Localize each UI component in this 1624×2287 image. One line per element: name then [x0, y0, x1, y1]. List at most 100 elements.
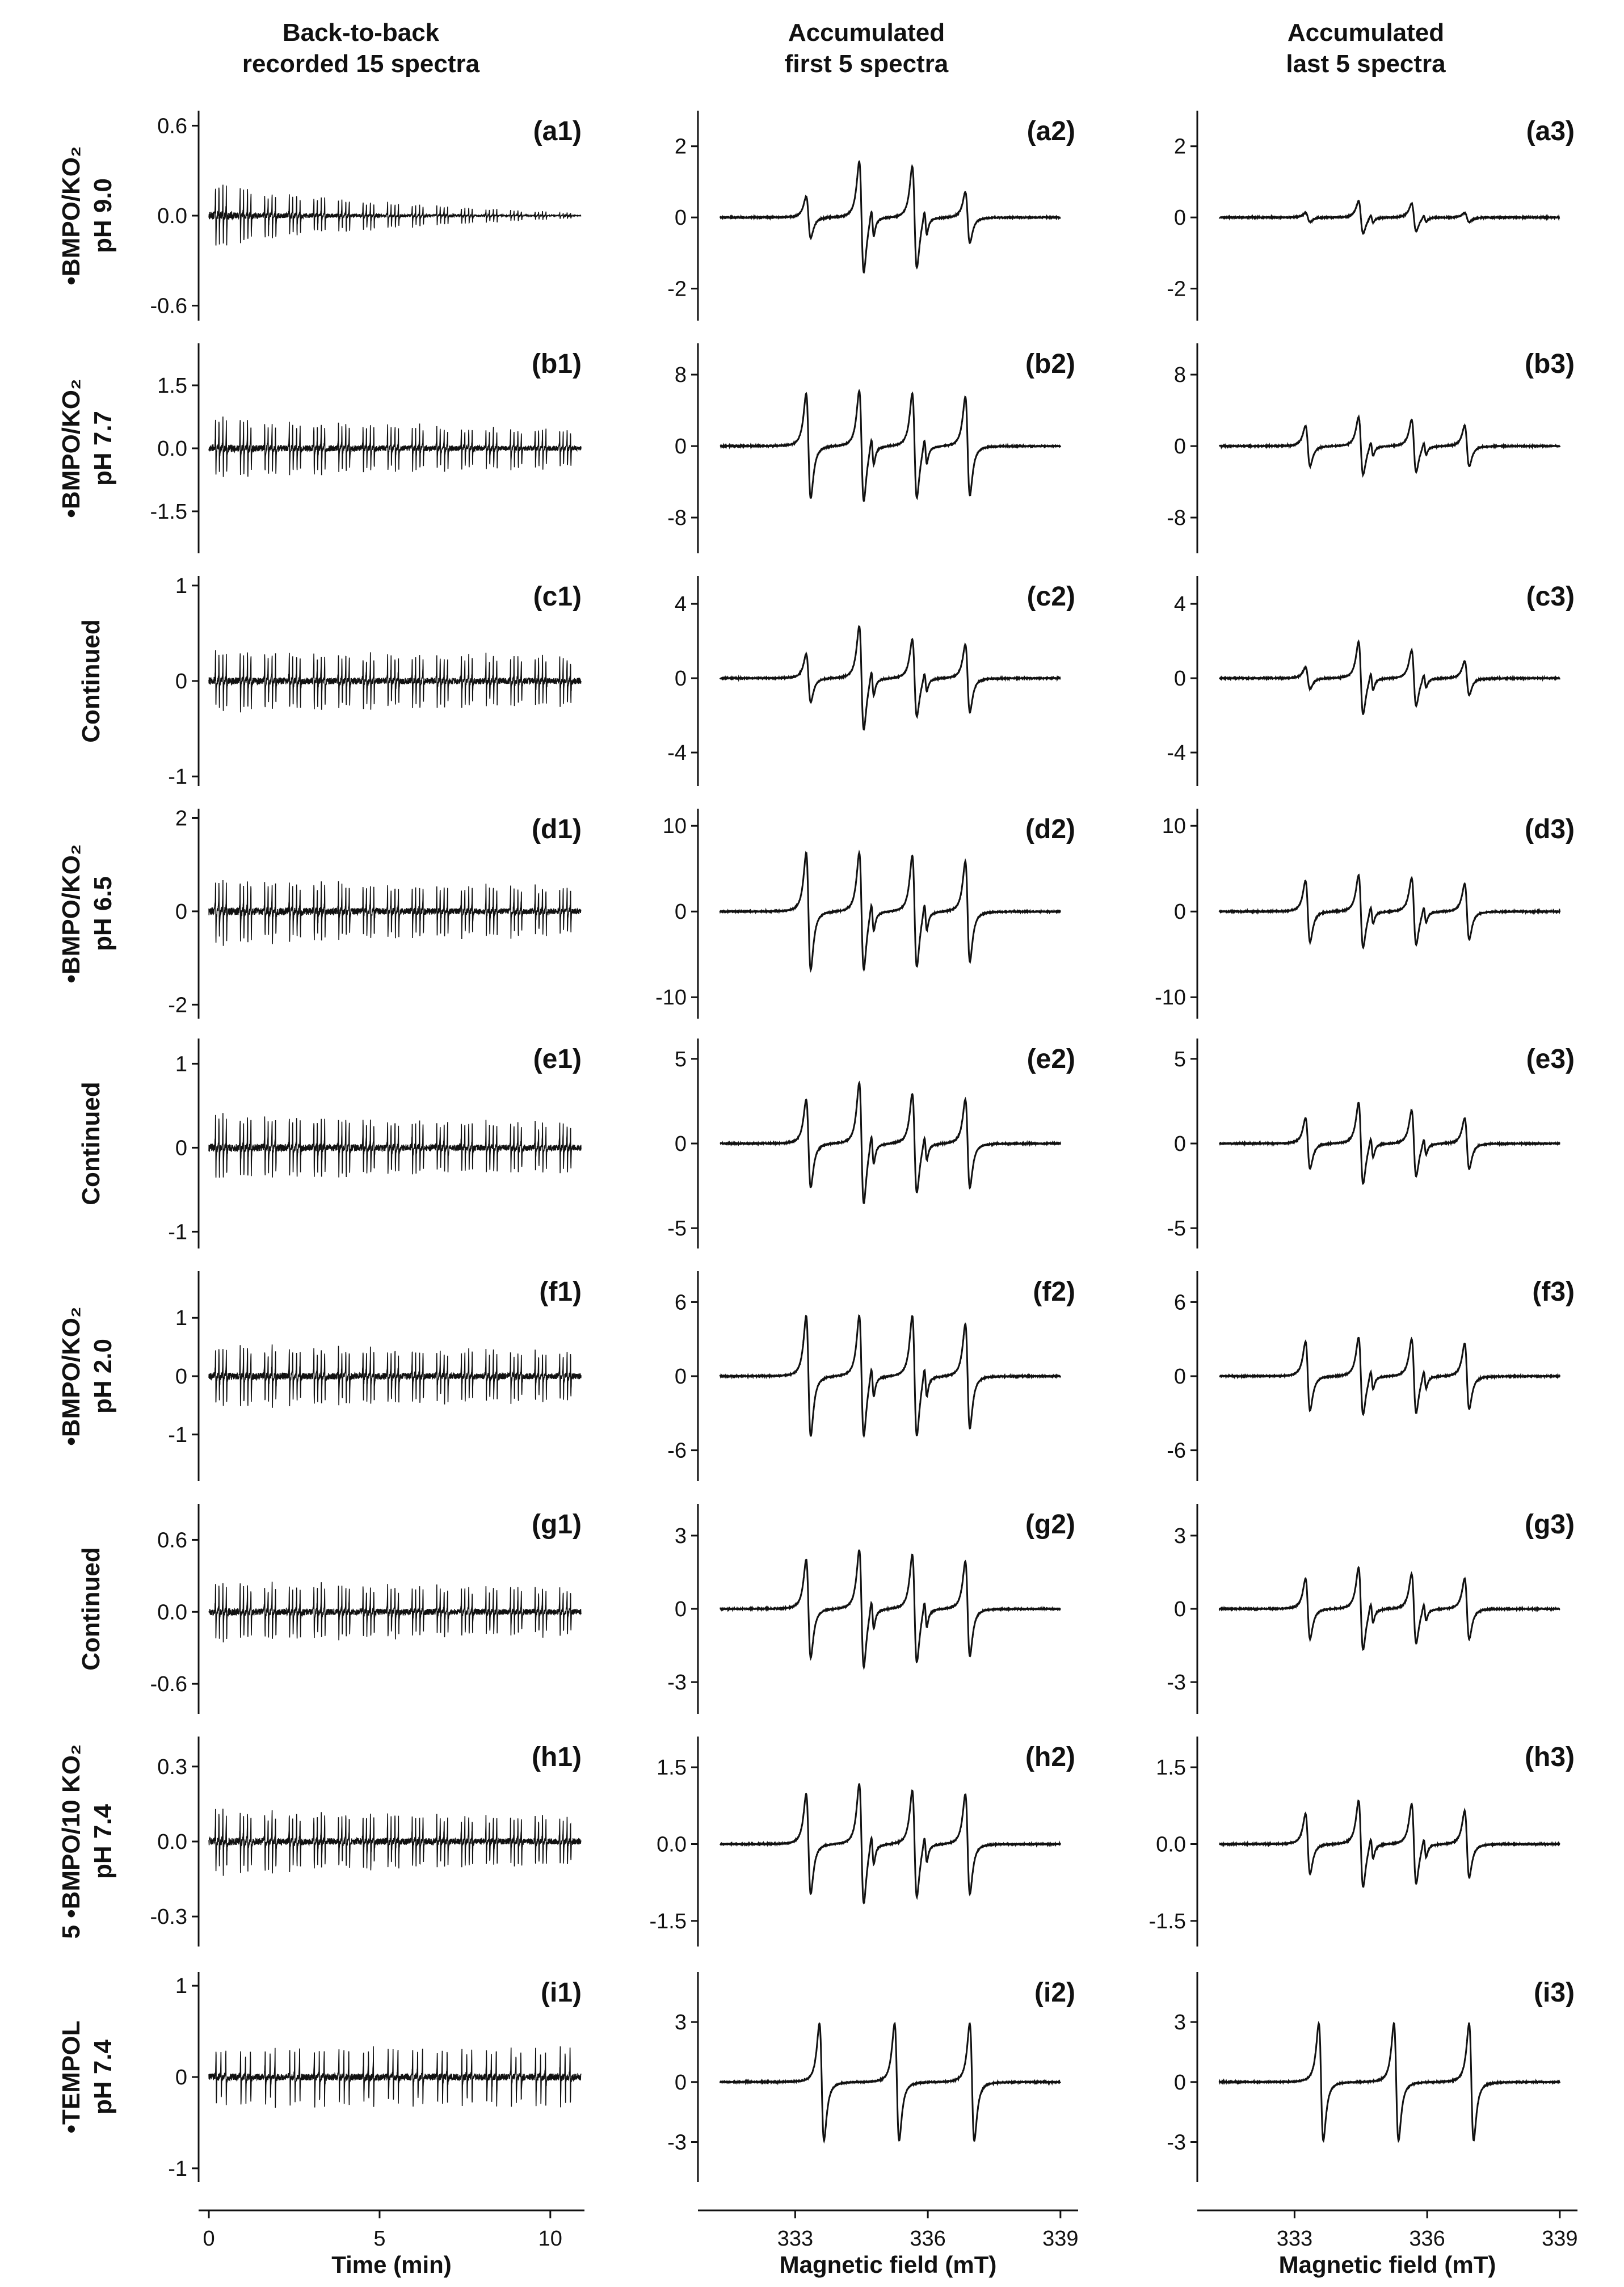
y-tick-label: 0	[675, 1132, 687, 1156]
y-tick-label: -0.6	[150, 295, 187, 318]
y-tick-label: 0.0	[657, 1833, 687, 1857]
y-tick-label: 2	[1174, 135, 1186, 159]
row-label-8: 5 •BMPO/10 KO₂ pH 7.4	[57, 1744, 117, 1939]
row-label-line: Continued	[77, 619, 105, 743]
row-label-line: •BMPO/KO₂	[57, 379, 85, 518]
y-tick-label: -5	[1167, 1217, 1186, 1241]
panel-label: (c1)	[533, 582, 582, 612]
y-tick-label: 0	[1174, 1365, 1186, 1389]
y-tick-label: 0	[675, 1597, 687, 1621]
x-tick-label: 336	[910, 2227, 945, 2251]
series-line	[719, 625, 1061, 731]
series-line	[1218, 873, 1561, 950]
x-tick-label: 0	[203, 2227, 214, 2251]
y-tick-label: 0.3	[157, 1755, 187, 1779]
y-tick-label: 3	[1174, 2011, 1186, 2034]
y-tick-label: 1	[175, 1974, 187, 1998]
series-line	[1218, 199, 1560, 235]
panel-label: (a3)	[1526, 116, 1575, 146]
x-axis-labels: Time (min) Magnetic field (mT) Magnetic fi…	[331, 2251, 1496, 2278]
panel-label: (i2)	[1034, 1978, 1075, 2008]
row-label-9: •TEMPOL pH 7.4	[57, 2021, 117, 2134]
panel-i3: 3 0 -3 (i3) 333 336 339	[1167, 1972, 1578, 2251]
row-label-1: •BMPO/KO₂ pH 9.0	[57, 146, 117, 285]
y-tick-label: 1.5	[1156, 1756, 1186, 1780]
column-title-2-line2: first 5 spectra	[785, 50, 949, 78]
y-tick-label: 2	[675, 135, 687, 159]
panel-label: (d2)	[1025, 814, 1075, 844]
x-tick-label: 339	[1542, 2227, 1577, 2251]
panel-e3: 5 0 -5 (e3)	[1167, 1039, 1575, 1248]
y-tick-label: -0.3	[150, 1905, 187, 1929]
panel-h3: 1.5 0.0 -1.5 (h3)	[1149, 1737, 1575, 1947]
panel-label: (g3)	[1525, 1510, 1575, 1540]
series-line	[1218, 1102, 1560, 1185]
y-tick-label: 0.6	[157, 114, 187, 138]
row-label-line: Continued	[77, 1082, 105, 1205]
series-line	[1218, 1799, 1560, 1888]
panel-f1: 1 0 -1 (f1)	[168, 1271, 582, 1481]
y-tick-label: 0	[175, 670, 187, 693]
panel-e2: 5 0 -5 (e2)	[667, 1039, 1075, 1248]
x-tick-label: 5	[373, 2227, 385, 2251]
row-label-3: Continued	[77, 619, 105, 743]
row-label-line: pH 2.0	[89, 1339, 117, 1414]
panel-b1: 1.5 0.0 -1.5 (b1)	[150, 343, 582, 553]
panel-a3: 2 0 -2 (a3)	[1167, 111, 1575, 321]
y-tick-label: 0.6	[157, 1528, 187, 1552]
panel-label: (a1)	[533, 116, 582, 146]
panel-label: (h2)	[1025, 1742, 1075, 1772]
y-tick-label: 0	[1174, 1132, 1186, 1156]
row-label-7: Continued	[77, 1547, 105, 1671]
y-tick-label: -3	[1167, 2131, 1186, 2155]
series-line	[719, 1549, 1061, 1671]
series-line	[208, 1809, 582, 1876]
panel-c2: 4 0 -4 (c2)	[667, 576, 1075, 786]
row-label-line: pH 9.0	[89, 178, 117, 253]
y-tick-label: 0.0	[157, 437, 187, 461]
y-tick-label: 1.5	[657, 1756, 687, 1780]
panel-f2: 6 0 -6 (f2)	[667, 1271, 1075, 1481]
x-axis-title-3: Magnetic field (mT)	[1279, 2251, 1496, 2278]
row-label-line: 5 •BMPO/10 KO₂	[57, 1744, 85, 1939]
series-line	[1219, 1336, 1561, 1416]
row-label-line: •BMPO/KO₂	[57, 1306, 85, 1445]
series-line	[208, 2046, 582, 2108]
y-tick-label: -5	[667, 1217, 687, 1241]
panel-g2: 3 0 -3 (g2)	[667, 1504, 1075, 1714]
y-tick-label: 1	[175, 1052, 187, 1076]
y-tick-label: 5	[675, 1048, 687, 1071]
y-tick-label: 0.0	[157, 1830, 187, 1854]
panel-label: (b3)	[1525, 349, 1575, 379]
y-tick-label: 1	[175, 1306, 187, 1330]
y-tick-label: 0	[1174, 900, 1186, 924]
series-line	[208, 184, 582, 246]
y-tick-label: 0	[175, 1365, 187, 1389]
panel-d1: 2 0 -2 (d1)	[168, 806, 582, 1019]
series-line	[719, 160, 1061, 274]
panel-label: (e3)	[1526, 1044, 1575, 1074]
y-tick-label: -1	[168, 1220, 187, 1244]
panel-label: (e1)	[533, 1044, 582, 1074]
y-tick-label: -2	[168, 993, 187, 1017]
y-tick-label: 10	[663, 814, 687, 838]
column-title-2-line1: Accumulated	[788, 19, 945, 47]
series-line	[719, 850, 1061, 973]
panel-label: (f2)	[1033, 1277, 1075, 1307]
panel-h1: 0.3 0.0 -0.3 (h1)	[150, 1737, 582, 1947]
column-title-3-line1: Accumulated	[1288, 19, 1444, 47]
y-tick-label: -1.5	[150, 500, 187, 524]
panel-label: (i3)	[1534, 1978, 1575, 2008]
y-tick-label: 3	[1174, 1524, 1186, 1548]
panel-b3: 8 0 -8 (b3)	[1167, 343, 1575, 553]
series-line	[719, 2021, 1062, 2144]
panel-label: (f3)	[1532, 1277, 1575, 1307]
x-tick-label: 336	[1409, 2227, 1445, 2251]
panel-c3: 4 0 -4 (c3)	[1167, 576, 1575, 786]
panel-d3: 10 0 -10 (d3)	[1155, 809, 1575, 1019]
series-line	[720, 1081, 1062, 1204]
series-line	[208, 880, 582, 946]
y-tick-label: -1.5	[650, 1910, 687, 1933]
panel-label: (b1)	[532, 349, 582, 379]
